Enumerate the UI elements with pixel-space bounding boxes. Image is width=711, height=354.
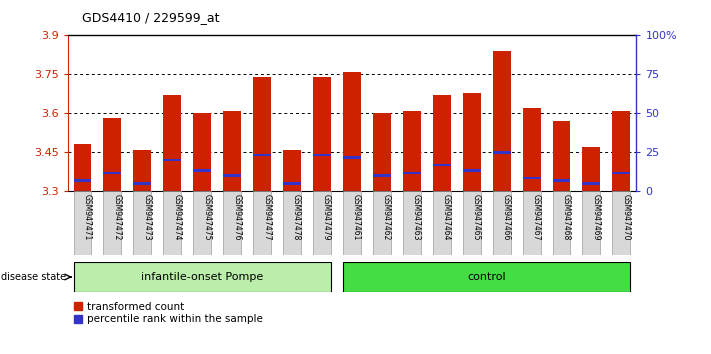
Text: GSM947470: GSM947470 <box>621 194 631 241</box>
Text: GSM947479: GSM947479 <box>322 194 331 241</box>
Bar <box>73 191 92 255</box>
Text: GSM947466: GSM947466 <box>502 194 510 241</box>
Bar <box>493 191 510 255</box>
Bar <box>523 191 540 255</box>
Text: GSM947464: GSM947464 <box>442 194 451 241</box>
Bar <box>193 169 211 172</box>
Bar <box>253 154 271 156</box>
Bar <box>552 191 570 255</box>
Bar <box>523 177 540 179</box>
Bar <box>612 172 631 174</box>
Bar <box>343 72 361 191</box>
Bar <box>343 191 361 255</box>
Text: GSM947476: GSM947476 <box>232 194 241 241</box>
Bar <box>433 164 451 166</box>
Bar <box>193 113 211 191</box>
Text: GSM947462: GSM947462 <box>382 194 391 241</box>
Bar <box>523 108 540 191</box>
Bar <box>73 262 331 292</box>
Bar <box>73 179 92 182</box>
Bar <box>104 119 122 191</box>
Text: GSM947463: GSM947463 <box>412 194 421 241</box>
Text: control: control <box>467 272 506 282</box>
Text: GDS4410 / 229599_at: GDS4410 / 229599_at <box>82 11 219 24</box>
Text: GSM947472: GSM947472 <box>112 194 122 241</box>
Bar <box>343 262 631 292</box>
Text: GSM947477: GSM947477 <box>262 194 271 241</box>
Bar <box>313 191 331 255</box>
Text: GSM947467: GSM947467 <box>532 194 540 241</box>
Bar <box>223 174 241 177</box>
Bar <box>612 111 631 191</box>
Text: GSM947461: GSM947461 <box>352 194 361 241</box>
Bar <box>403 172 421 174</box>
Bar <box>493 51 510 191</box>
Text: GSM947478: GSM947478 <box>292 194 301 241</box>
Text: infantile-onset Pompe: infantile-onset Pompe <box>141 272 263 282</box>
Bar <box>463 169 481 172</box>
Text: disease state: disease state <box>1 272 67 282</box>
Bar <box>552 121 570 191</box>
Bar <box>164 95 181 191</box>
Bar <box>433 191 451 255</box>
Bar <box>283 191 301 255</box>
Bar <box>253 191 271 255</box>
Bar <box>373 174 391 177</box>
Bar <box>283 182 301 185</box>
Bar <box>104 172 122 174</box>
Bar <box>403 191 421 255</box>
Bar <box>493 151 510 154</box>
Bar <box>134 191 151 255</box>
Bar <box>313 154 331 156</box>
Bar <box>223 111 241 191</box>
Bar <box>373 113 391 191</box>
Bar <box>164 159 181 161</box>
Text: GSM947468: GSM947468 <box>562 194 570 241</box>
Bar <box>343 156 361 159</box>
Bar <box>73 144 92 191</box>
Bar <box>582 147 600 191</box>
Bar <box>134 182 151 185</box>
Bar <box>552 179 570 182</box>
Bar <box>582 182 600 185</box>
Bar <box>164 191 181 255</box>
Bar <box>463 92 481 191</box>
Text: GSM947474: GSM947474 <box>172 194 181 241</box>
Legend: transformed count, percentile rank within the sample: transformed count, percentile rank withi… <box>73 301 264 325</box>
Bar <box>193 191 211 255</box>
Bar <box>373 191 391 255</box>
Bar <box>104 191 122 255</box>
Bar <box>433 95 451 191</box>
Bar <box>223 191 241 255</box>
Text: GSM947469: GSM947469 <box>592 194 601 241</box>
Bar <box>313 77 331 191</box>
Text: GSM947465: GSM947465 <box>471 194 481 241</box>
Bar <box>612 191 631 255</box>
Bar <box>463 191 481 255</box>
Text: GSM947471: GSM947471 <box>82 194 92 241</box>
Bar <box>134 150 151 191</box>
Bar <box>582 191 600 255</box>
Text: GSM947473: GSM947473 <box>142 194 151 241</box>
Bar <box>283 150 301 191</box>
Bar <box>403 111 421 191</box>
Bar <box>253 77 271 191</box>
Text: GSM947475: GSM947475 <box>202 194 211 241</box>
